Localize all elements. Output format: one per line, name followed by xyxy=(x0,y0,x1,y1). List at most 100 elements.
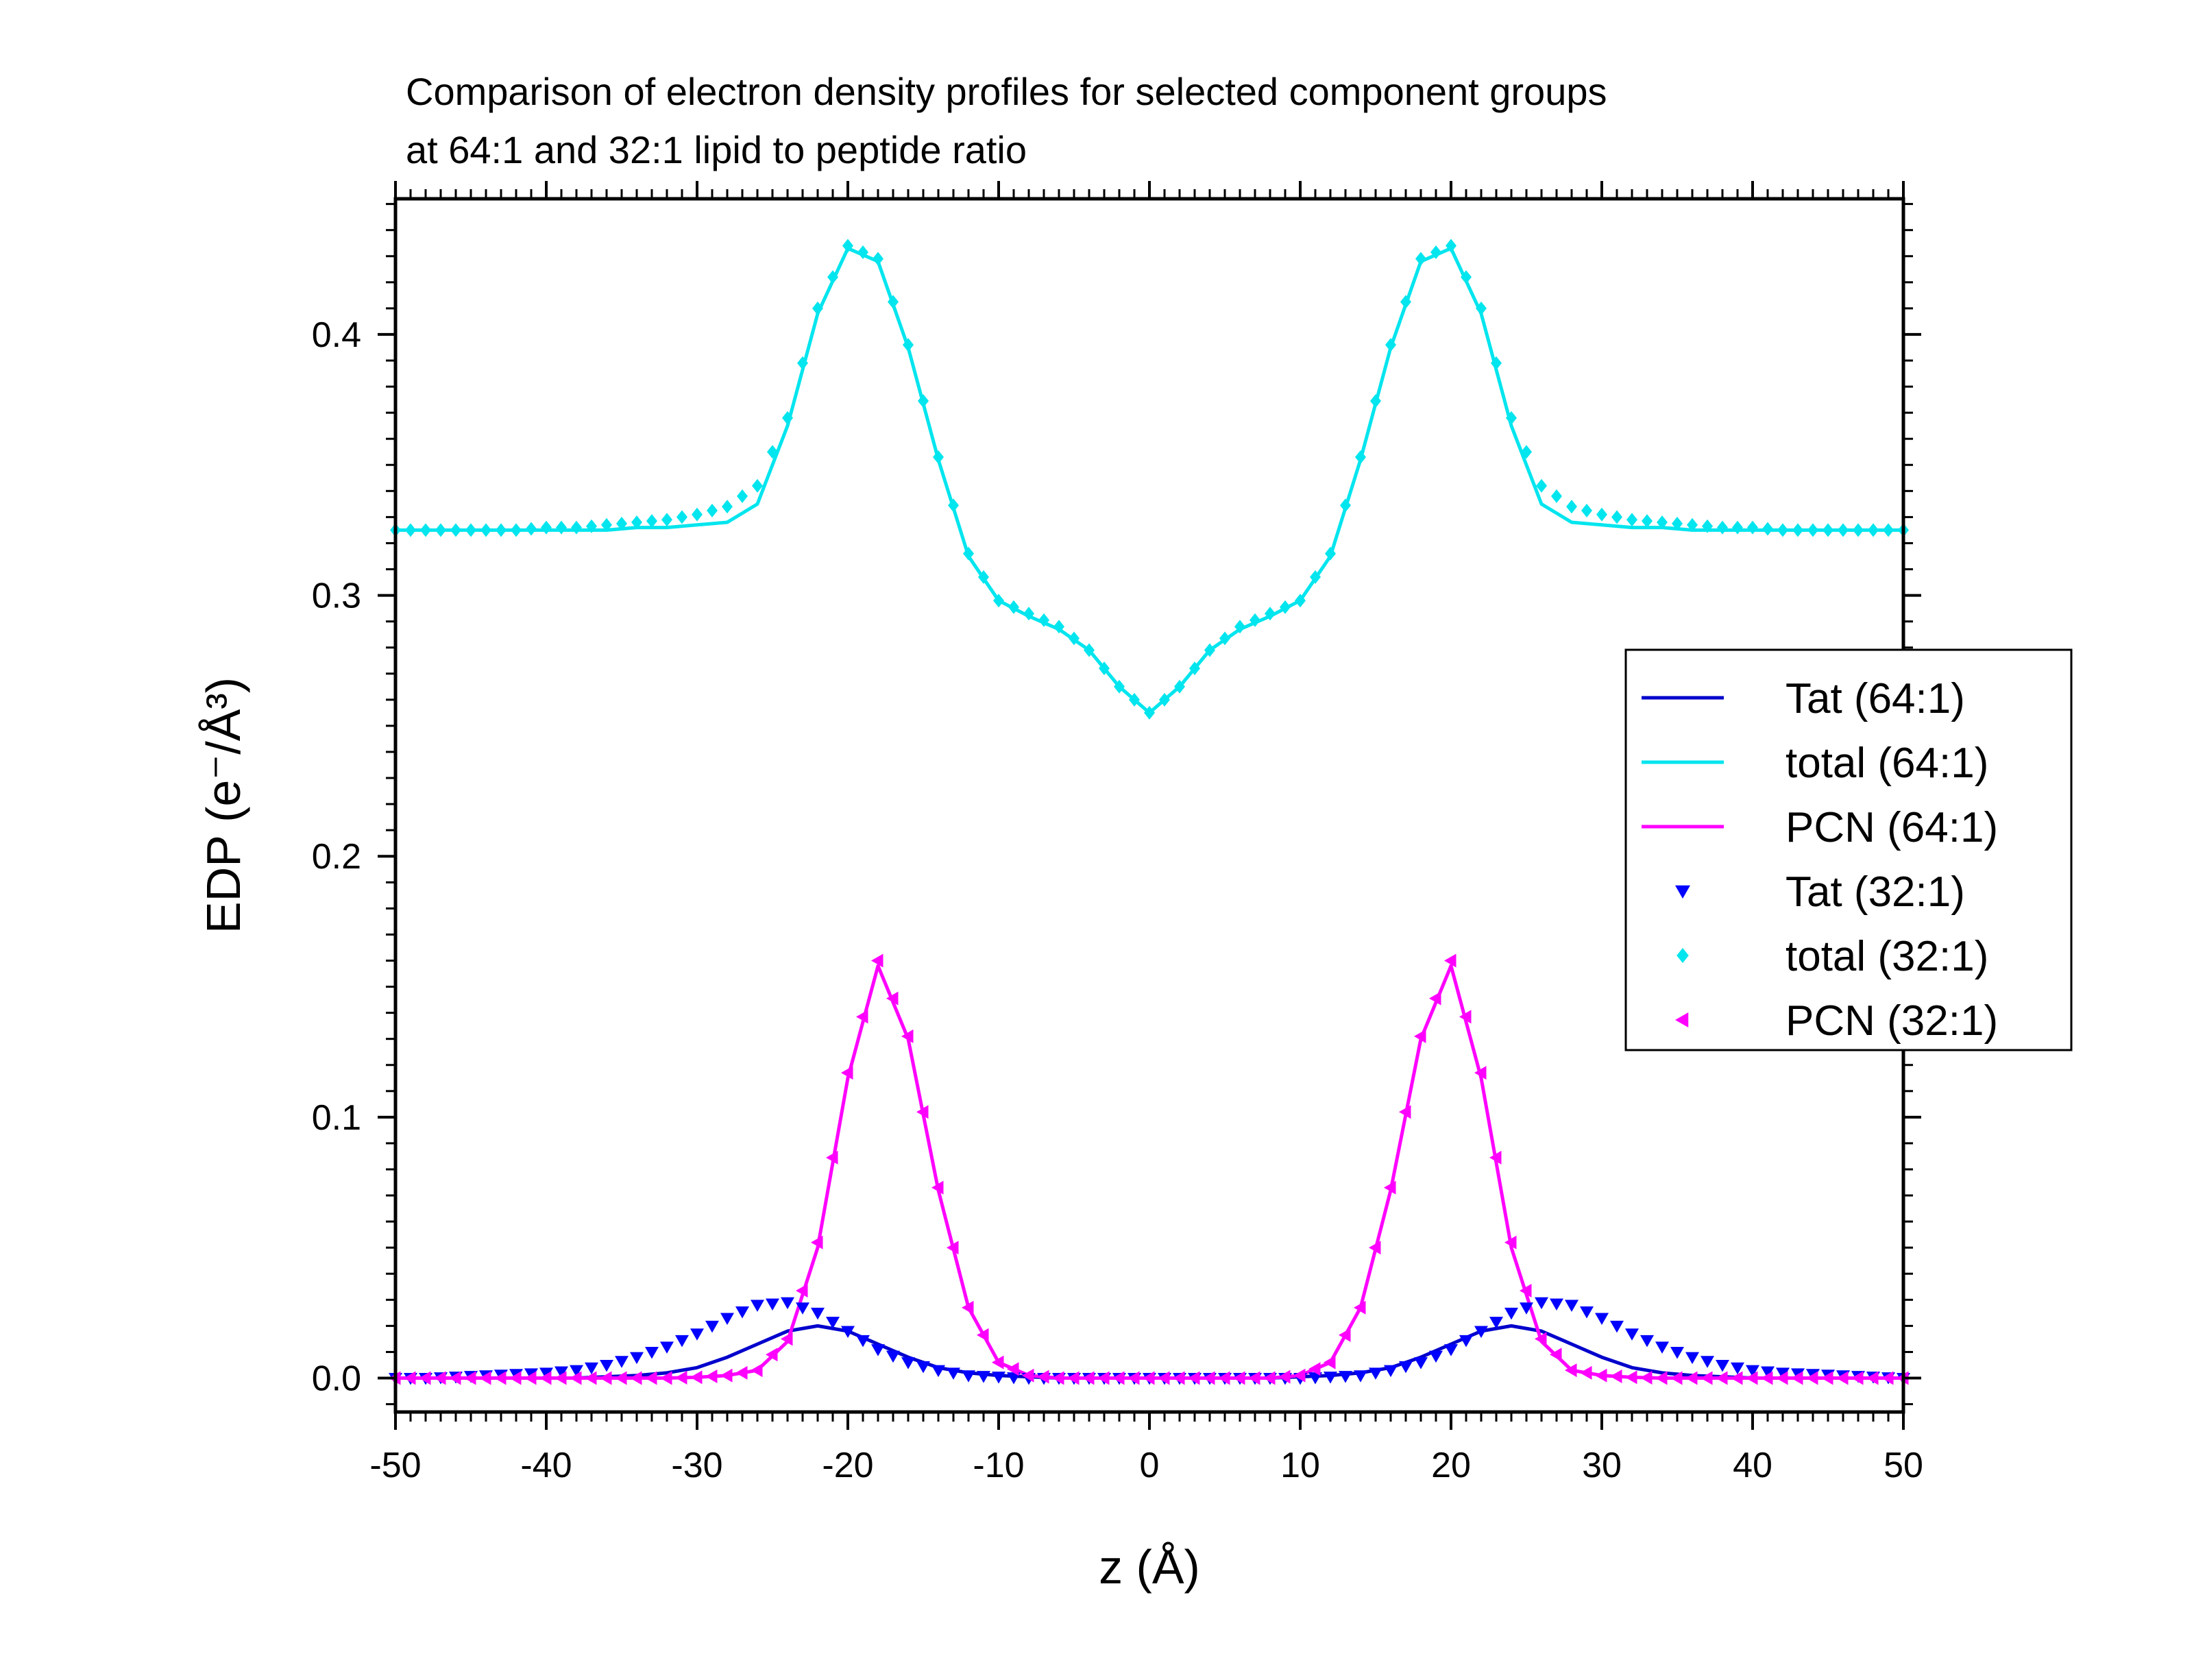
data-point xyxy=(541,520,552,535)
data-point xyxy=(1144,705,1155,720)
data-point xyxy=(931,1365,945,1378)
data-point xyxy=(1595,1368,1607,1383)
x-axis-title: z (Å) xyxy=(1099,1540,1200,1594)
data-point xyxy=(1204,643,1215,657)
data-point xyxy=(630,1371,642,1385)
data-point xyxy=(826,1317,840,1329)
data-point xyxy=(1128,1371,1140,1385)
data-point xyxy=(1355,450,1366,464)
data-point xyxy=(1022,1368,1034,1383)
data-point xyxy=(1053,620,1064,634)
data-point xyxy=(947,1241,959,1255)
data-point xyxy=(1640,1370,1653,1385)
data-point xyxy=(1369,1367,1382,1380)
data-point xyxy=(751,1300,764,1312)
y-tick-label: 0.0 xyxy=(312,1359,361,1399)
data-point xyxy=(1851,1371,1864,1385)
data-point xyxy=(1218,1371,1230,1385)
data-point xyxy=(1610,1320,1624,1333)
data-point xyxy=(1792,523,1803,537)
chart-title-line-2: at 64:1 and 32:1 lipid to peptide ratio xyxy=(406,128,1027,171)
data-point xyxy=(1489,1317,1503,1329)
data-point xyxy=(1746,1371,1758,1385)
data-point xyxy=(601,518,612,532)
data-point xyxy=(1491,356,1502,370)
data-point xyxy=(660,1341,674,1354)
data-point xyxy=(903,338,914,352)
data-point xyxy=(916,1105,929,1119)
y-tick-label: 0.1 xyxy=(312,1098,361,1138)
data-point xyxy=(901,1357,915,1369)
data-point xyxy=(1520,1284,1532,1298)
data-point xyxy=(585,1362,598,1375)
data-point xyxy=(1400,295,1411,309)
data-point xyxy=(524,1371,537,1385)
data-point xyxy=(962,1370,975,1383)
legend-swatch xyxy=(1677,948,1689,963)
x-tick-label: 10 xyxy=(1280,1446,1320,1485)
data-point xyxy=(1761,1366,1775,1378)
data-point xyxy=(615,1371,627,1385)
data-point xyxy=(1761,1371,1773,1385)
data-point xyxy=(1731,1362,1744,1375)
data-point xyxy=(1293,1368,1306,1383)
data-point xyxy=(419,1371,431,1385)
data-point xyxy=(1099,661,1110,676)
data-point xyxy=(690,1328,704,1341)
data-point xyxy=(948,498,959,513)
data-point xyxy=(1732,520,1743,535)
data-point xyxy=(1339,1328,1351,1342)
data-point xyxy=(1461,270,1472,284)
x-tick-label: 30 xyxy=(1582,1446,1622,1485)
data-point xyxy=(1429,991,1441,1006)
x-tick-label: -40 xyxy=(520,1446,572,1485)
data-point xyxy=(1670,1371,1683,1385)
data-point xyxy=(1308,1362,1321,1376)
data-point xyxy=(1188,1371,1200,1385)
data-point xyxy=(1670,1346,1684,1359)
data-point xyxy=(705,1320,719,1333)
y-tick-label: 0.2 xyxy=(312,837,361,877)
legend-box xyxy=(1624,648,2073,1051)
data-point xyxy=(767,445,778,459)
data-point xyxy=(1866,1371,1879,1385)
data-point xyxy=(645,1371,657,1385)
data-point xyxy=(797,356,808,370)
data-point xyxy=(977,1371,990,1383)
data-point xyxy=(1008,600,1019,614)
data-point xyxy=(616,516,627,531)
x-tick-label: 0 xyxy=(1140,1446,1160,1485)
data-point xyxy=(1384,1365,1398,1378)
data-point xyxy=(1702,519,1713,533)
data-point xyxy=(1112,1371,1125,1385)
data-point xyxy=(781,1332,793,1346)
data-point xyxy=(677,510,687,524)
data-point xyxy=(1640,1335,1654,1348)
data-point xyxy=(1474,1326,1488,1338)
data-point xyxy=(886,991,899,1006)
data-point xyxy=(404,1371,416,1385)
data-point xyxy=(766,1298,779,1311)
data-point xyxy=(1685,1371,1698,1385)
data-point xyxy=(1219,631,1230,646)
data-point xyxy=(554,1371,567,1385)
data-point xyxy=(1325,546,1336,561)
legend-item: total (64:1) xyxy=(1642,740,1988,787)
data-point xyxy=(1672,516,1683,531)
data-point xyxy=(978,570,989,584)
data-point xyxy=(1399,1105,1411,1119)
data-point xyxy=(1717,520,1728,535)
data-point xyxy=(1581,503,1592,518)
data-point xyxy=(1310,570,1321,584)
series-total-64-1 xyxy=(395,246,1903,715)
x-axis: -50 -40 -30 -20 -10 0 10 20 30 40 50 xyxy=(369,181,1923,1485)
data-point xyxy=(1489,1150,1502,1165)
data-point xyxy=(434,1371,446,1385)
data-point xyxy=(1504,1235,1517,1250)
chart-title-line-1: Comparison of electron density profiles … xyxy=(406,70,1607,113)
data-point xyxy=(735,1306,749,1319)
data-point xyxy=(1339,1371,1352,1383)
data-point xyxy=(661,513,672,527)
data-point xyxy=(931,1180,944,1195)
